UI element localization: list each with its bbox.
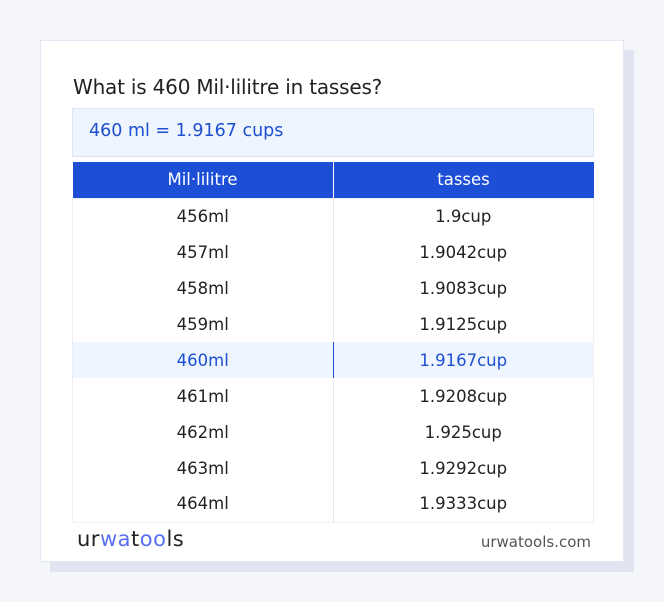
millilitre-cell: 457ml: [176, 242, 229, 262]
result-box: 460 ml = 1.9167 cups: [72, 108, 594, 157]
column-header-tasses: tasses: [332, 162, 594, 198]
millilitre-cell: 458ml: [176, 278, 229, 298]
millilitre-cell: 461ml: [176, 386, 229, 406]
cups-cell: 1.9cup: [332, 198, 594, 234]
column-header-millilitre: Mil·lilitre: [72, 162, 333, 198]
table-row: 462ml 1.925cup: [73, 414, 594, 450]
table-row: 458ml 1.9083cup: [73, 270, 594, 306]
millilitre-cell: 462ml: [176, 422, 229, 442]
cups-cell: 1.9208cup: [332, 378, 594, 414]
millilitre-cell: 460ml: [72, 342, 333, 378]
page-title: What is 460 Mil·lilitre in tasses?: [73, 75, 383, 99]
millilitre-cell: 456ml: [176, 206, 229, 226]
urwatools-logo[interactable]: urwatools: [77, 527, 185, 551]
table-row: 456ml 1.9cup: [73, 198, 594, 234]
cups-cell: 1.9042cup: [332, 234, 594, 270]
millilitre-cell: 459ml: [176, 314, 229, 334]
millilitre-cell: 463ml: [176, 458, 229, 478]
cups-cell: 1.9167cup: [332, 342, 594, 378]
table-row: 459ml 1.9125cup: [73, 306, 594, 342]
cups-cell: 1.9125cup: [332, 306, 594, 342]
cups-cell: 1.9083cup: [332, 270, 594, 306]
table-row: 463ml 1.9292cup: [73, 450, 594, 486]
table-row: 464ml 1.9333cup: [73, 486, 594, 522]
table-row: 457ml 1.9042cup: [73, 234, 594, 270]
table-row: 460ml 1.9167cup: [72, 342, 594, 378]
table-row: 461ml 1.9208cup: [73, 378, 594, 414]
conversion-table: Mil·lilitre tasses 456ml 1.9cup 457ml 1.904…: [72, 162, 594, 523]
converter-card: What is 460 Mil·lilitre in tasses? 460 m…: [40, 40, 624, 562]
cups-cell: 1.9333cup: [332, 486, 594, 522]
site-link[interactable]: urwatools.com: [480, 533, 591, 551]
cups-cell: 1.925cup: [332, 414, 594, 450]
millilitre-cell: 464ml: [176, 494, 229, 514]
cups-cell: 1.9292cup: [332, 450, 594, 486]
